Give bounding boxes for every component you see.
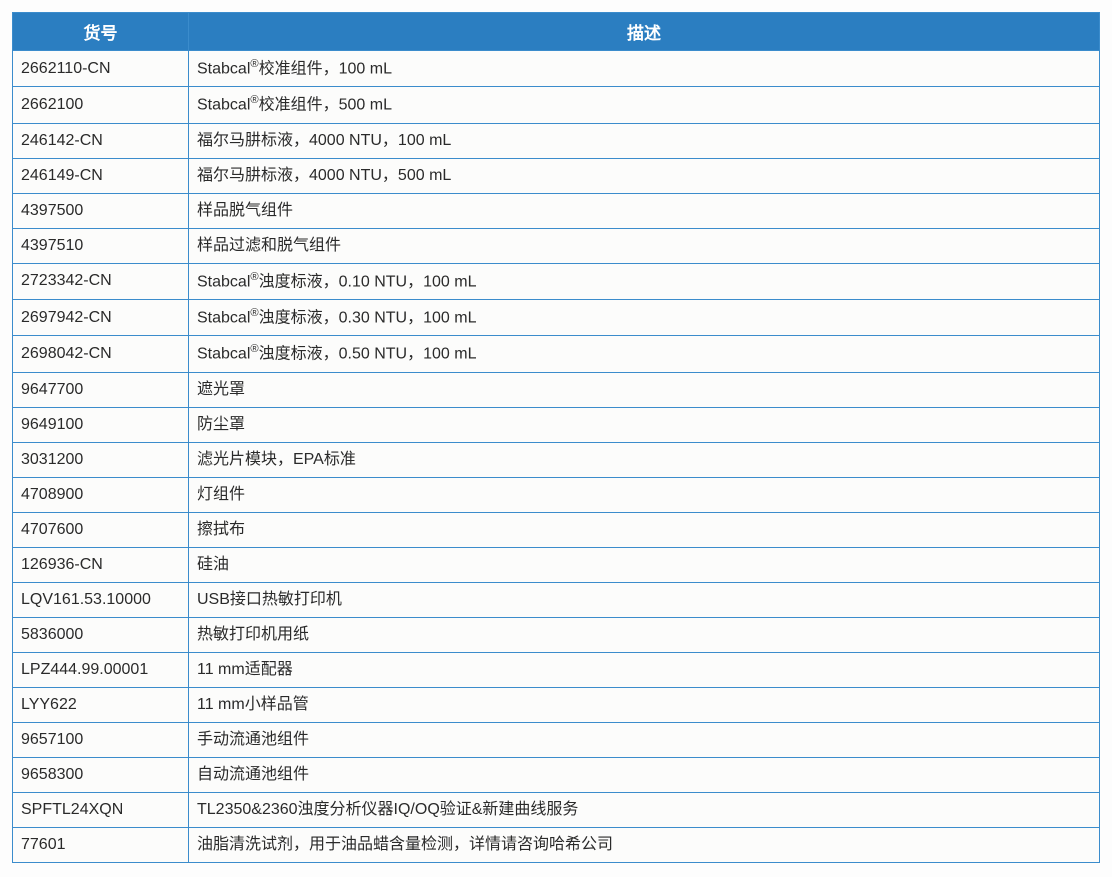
- table-row: 4707600擦拭布: [13, 512, 1100, 547]
- cell-desc: 擦拭布: [189, 512, 1100, 547]
- cell-code: 9657100: [13, 722, 189, 757]
- cell-desc: 灯组件: [189, 477, 1100, 512]
- cell-code: 2697942-CN: [13, 299, 189, 335]
- cell-code: 9647700: [13, 372, 189, 407]
- registered-mark: ®: [250, 271, 258, 283]
- cell-code: 2698042-CN: [13, 336, 189, 372]
- cell-code: SPFTL24XQN: [13, 792, 189, 827]
- cell-desc: 滤光片模块，EPA标准: [189, 442, 1100, 477]
- cell-desc: 油脂清洗试剂，用于油品蜡含量检测，详情请咨询哈希公司: [189, 827, 1100, 862]
- cell-desc: TL2350&2360浊度分析仪器IQ/OQ验证&新建曲线服务: [189, 792, 1100, 827]
- cell-desc: USB接口热敏打印机: [189, 582, 1100, 617]
- table-row: LYY62211 mm小样品管: [13, 687, 1100, 722]
- cell-desc: 样品脱气组件: [189, 193, 1100, 228]
- table-row: 4397500样品脱气组件: [13, 193, 1100, 228]
- cell-desc: Stabcal®浊度标液，0.30 NTU，100 mL: [189, 299, 1100, 335]
- cell-code: 3031200: [13, 442, 189, 477]
- cell-code: 246149-CN: [13, 158, 189, 193]
- table-row: 3031200滤光片模块，EPA标准: [13, 442, 1100, 477]
- cell-code: 9649100: [13, 407, 189, 442]
- table-row: 2662110-CNStabcal®校准组件，100 mL: [13, 51, 1100, 87]
- table-row: 2662100Stabcal®校准组件，500 mL: [13, 87, 1100, 123]
- cell-desc: Stabcal®校准组件，100 mL: [189, 51, 1100, 87]
- cell-code: 9658300: [13, 757, 189, 792]
- cell-desc: 手动流通池组件: [189, 722, 1100, 757]
- cell-code: 2662110-CN: [13, 51, 189, 87]
- cell-code: 2662100: [13, 87, 189, 123]
- table-row: SPFTL24XQNTL2350&2360浊度分析仪器IQ/OQ验证&新建曲线服…: [13, 792, 1100, 827]
- cell-desc: 自动流通池组件: [189, 757, 1100, 792]
- table-row: 4397510样品过滤和脱气组件: [13, 228, 1100, 263]
- table-row: 2698042-CNStabcal®浊度标液，0.50 NTU，100 mL: [13, 336, 1100, 372]
- cell-desc: 福尔马肼标液，4000 NTU，500 mL: [189, 158, 1100, 193]
- table-row: LPZ444.99.0000111 mm适配器: [13, 652, 1100, 687]
- cell-desc: 福尔马肼标液，4000 NTU，100 mL: [189, 123, 1100, 158]
- registered-mark: ®: [250, 343, 258, 355]
- table-row: 9649100防尘罩: [13, 407, 1100, 442]
- table-row: 246149-CN福尔马肼标液，4000 NTU，500 mL: [13, 158, 1100, 193]
- table-body: 2662110-CNStabcal®校准组件，100 mL2662100Stab…: [13, 51, 1100, 863]
- cell-desc: 遮光罩: [189, 372, 1100, 407]
- cell-code: 4708900: [13, 477, 189, 512]
- table-row: 9647700遮光罩: [13, 372, 1100, 407]
- cell-desc: 热敏打印机用纸: [189, 617, 1100, 652]
- table-row: 2723342-CNStabcal®浊度标液，0.10 NTU，100 mL: [13, 263, 1100, 299]
- cell-code: LPZ444.99.00001: [13, 652, 189, 687]
- registered-mark: ®: [250, 94, 258, 106]
- cell-code: LYY622: [13, 687, 189, 722]
- table-row: 2697942-CNStabcal®浊度标液，0.30 NTU，100 mL: [13, 299, 1100, 335]
- cell-code: LQV161.53.10000: [13, 582, 189, 617]
- table-row: 9657100手动流通池组件: [13, 722, 1100, 757]
- table-header-row: 货号 描述: [13, 13, 1100, 51]
- cell-code: 4397500: [13, 193, 189, 228]
- cell-desc: Stabcal®浊度标液，0.50 NTU，100 mL: [189, 336, 1100, 372]
- cell-code: 126936-CN: [13, 547, 189, 582]
- cell-code: 2723342-CN: [13, 263, 189, 299]
- cell-desc: 11 mm适配器: [189, 652, 1100, 687]
- table-row: 5836000热敏打印机用纸: [13, 617, 1100, 652]
- cell-code: 77601: [13, 827, 189, 862]
- header-code: 货号: [13, 13, 189, 51]
- cell-code: 246142-CN: [13, 123, 189, 158]
- cell-desc: Stabcal®浊度标液，0.10 NTU，100 mL: [189, 263, 1100, 299]
- cell-code: 4707600: [13, 512, 189, 547]
- table-row: 246142-CN福尔马肼标液，4000 NTU，100 mL: [13, 123, 1100, 158]
- table-row: LQV161.53.10000USB接口热敏打印机: [13, 582, 1100, 617]
- product-table: 货号 描述 2662110-CNStabcal®校准组件，100 mL26621…: [12, 12, 1100, 863]
- cell-code: 5836000: [13, 617, 189, 652]
- registered-mark: ®: [250, 58, 258, 70]
- table-row: 9658300自动流通池组件: [13, 757, 1100, 792]
- cell-desc: 样品过滤和脱气组件: [189, 228, 1100, 263]
- cell-desc: 硅油: [189, 547, 1100, 582]
- table-row: 126936-CN硅油: [13, 547, 1100, 582]
- table-row: 4708900灯组件: [13, 477, 1100, 512]
- cell-desc: 11 mm小样品管: [189, 687, 1100, 722]
- cell-desc: Stabcal®校准组件，500 mL: [189, 87, 1100, 123]
- product-table-container: 货号 描述 2662110-CNStabcal®校准组件，100 mL26621…: [12, 12, 1100, 863]
- registered-mark: ®: [250, 307, 258, 319]
- table-row: 77601油脂清洗试剂，用于油品蜡含量检测，详情请咨询哈希公司: [13, 827, 1100, 862]
- cell-code: 4397510: [13, 228, 189, 263]
- cell-desc: 防尘罩: [189, 407, 1100, 442]
- header-desc: 描述: [189, 13, 1100, 51]
